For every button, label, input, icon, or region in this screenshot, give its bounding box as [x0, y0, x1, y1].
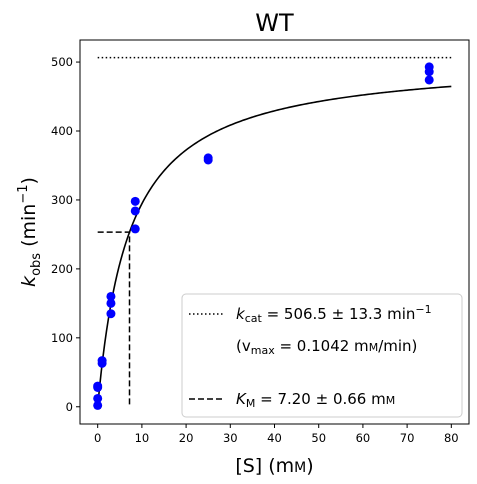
data-point — [93, 393, 103, 403]
x-tick-label: 70 — [400, 431, 415, 445]
data-point — [106, 291, 116, 301]
data-point — [106, 309, 116, 319]
x-tick-label: 10 — [135, 431, 150, 445]
fit-curve — [96, 85, 452, 407]
x-tick-label: 0 — [94, 431, 101, 445]
data-point — [93, 381, 103, 391]
y-axis-label: kobs (min−1) — [16, 177, 44, 287]
data-point — [130, 224, 140, 234]
chart-title: WT — [255, 9, 294, 37]
y-tick-label: 400 — [51, 124, 73, 138]
x-tick-label: 20 — [179, 431, 194, 445]
y-tick-label: 100 — [51, 331, 73, 345]
x-tick-label: 30 — [223, 431, 238, 445]
legend-box — [181, 293, 463, 418]
y-axis: 0 100 200 300 400 500 — [51, 55, 80, 414]
plot-area — [93, 56, 452, 410]
data-point — [203, 153, 213, 163]
x-tick-label: 60 — [356, 431, 371, 445]
x-tick-label: 40 — [267, 431, 282, 445]
y-tick-label: 500 — [51, 55, 73, 69]
legend-vmax-label: (vmax = 0.1042 mM/min) — [236, 337, 417, 357]
data-point — [97, 356, 107, 366]
x-axis-label: [S] (mM) — [235, 455, 313, 477]
data-point — [93, 400, 103, 410]
x-axis: 0 10 20 30 40 50 60 70 80 — [94, 424, 459, 445]
legend: kcat = 506.5 ± 13.3 min−1 (vmax = 0.1042… — [181, 293, 463, 418]
x-axis-unit-smallcaps: M — [294, 460, 306, 476]
legend-km-label: KM = 7.20 ± 0.66 mM — [236, 390, 395, 410]
x-tick-label: 80 — [444, 431, 459, 445]
data-point — [130, 206, 140, 216]
y-tick-label: 300 — [51, 193, 73, 207]
legend-kcat-label: kcat = 506.5 ± 13.3 min−1 — [236, 303, 432, 325]
km-reference-line — [97, 231, 131, 407]
y-tick-label: 200 — [51, 262, 73, 276]
y-tick-label: 0 — [66, 400, 73, 414]
data-point — [424, 62, 434, 72]
data-point — [424, 75, 434, 85]
x-tick-label: 50 — [311, 431, 326, 445]
data-point — [106, 298, 116, 308]
data-point — [130, 196, 140, 206]
